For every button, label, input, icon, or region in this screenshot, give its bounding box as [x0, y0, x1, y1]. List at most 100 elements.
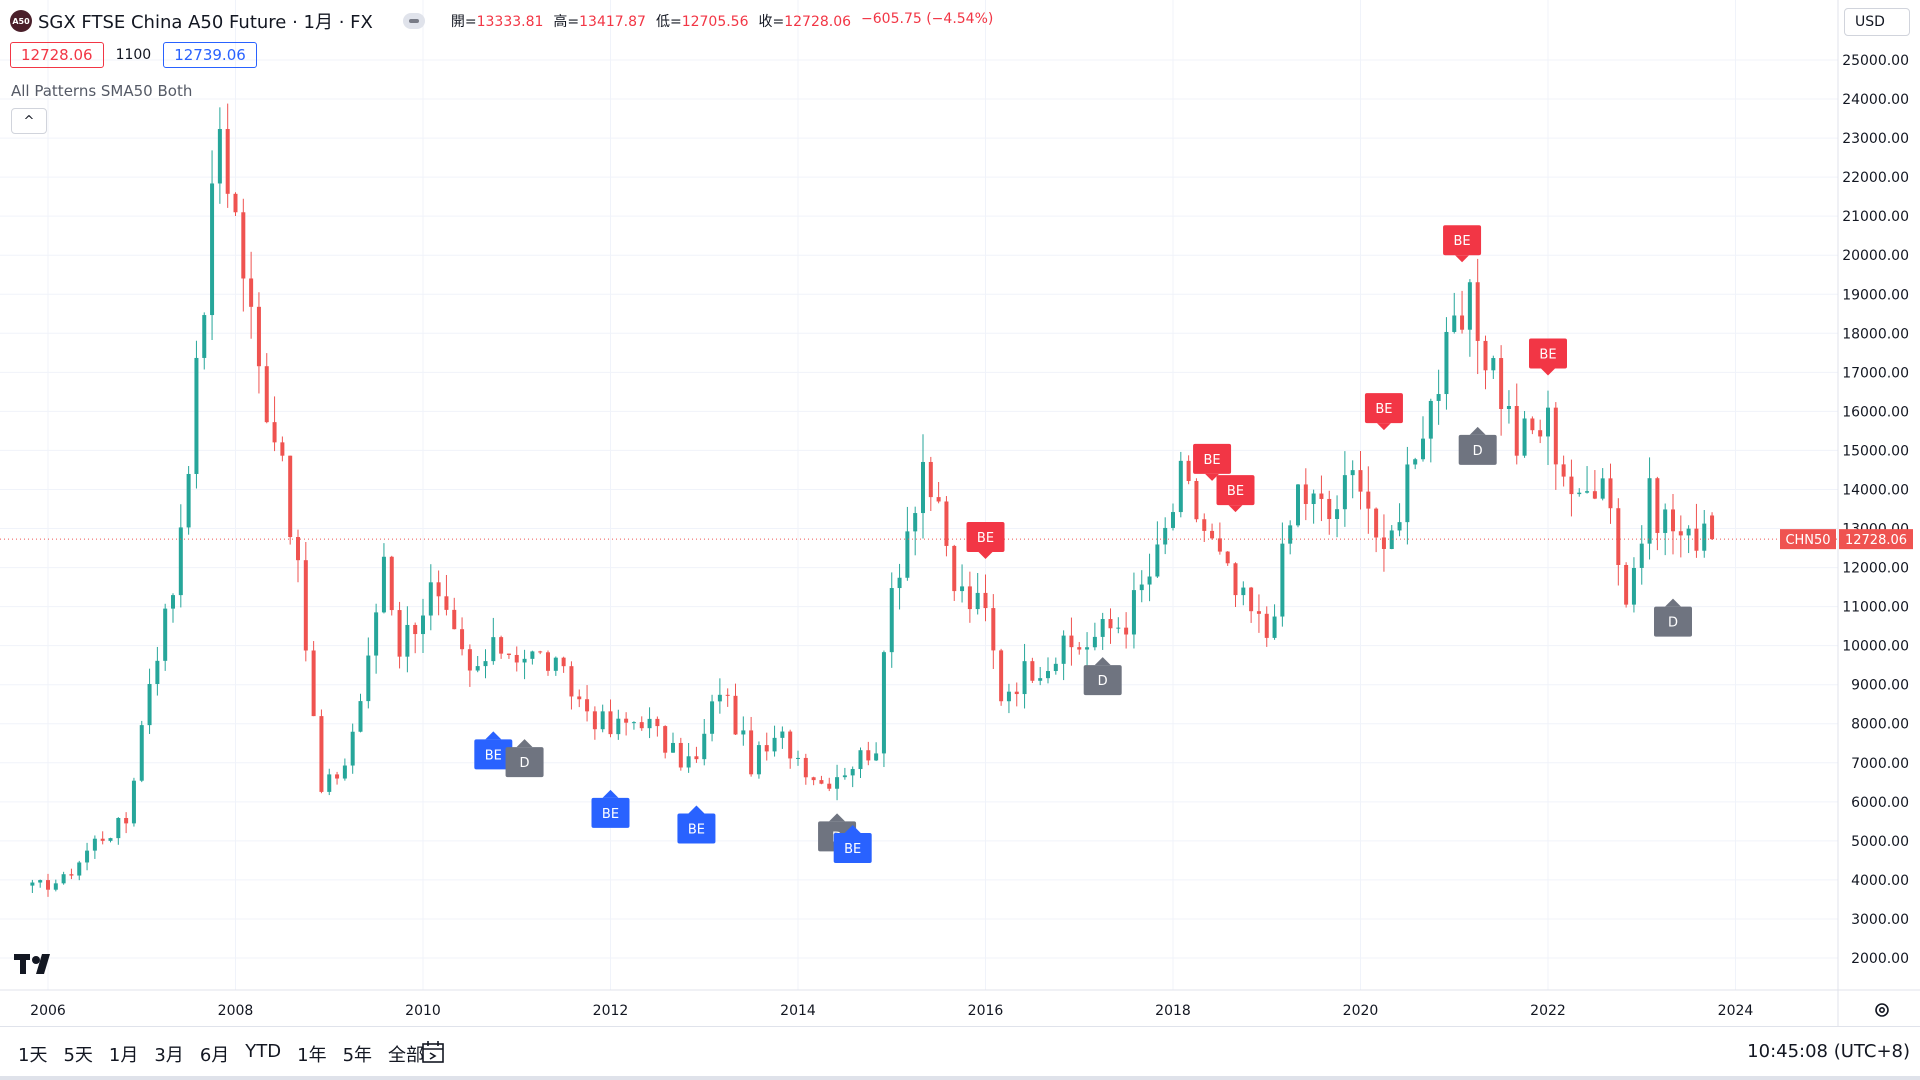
candle-body: [1522, 418, 1527, 456]
pattern-label-pointer: [1228, 505, 1243, 513]
range-all-button[interactable]: 全部: [388, 1045, 425, 1066]
gear-icon[interactable]: [1870, 998, 1894, 1022]
candle-body: [311, 650, 316, 717]
indicator-title[interactable]: All Patterns SMA50 Both: [11, 82, 193, 100]
candle-body: [1335, 509, 1340, 520]
candle-body: [155, 660, 160, 684]
collapse-legend-button[interactable]: ^: [11, 108, 47, 134]
y-tick-label: 21000.00: [1842, 209, 1909, 225]
tradingview-logo-icon[interactable]: [14, 952, 60, 983]
candle-body: [124, 818, 129, 824]
pattern-label-box: [1193, 443, 1232, 474]
x-tick-label: 2020: [1343, 1003, 1379, 1019]
candle-body: [999, 650, 1004, 702]
candle-body: [702, 733, 707, 760]
candle-body: [671, 742, 675, 753]
candle-body: [1460, 315, 1465, 330]
candle-body: [217, 128, 222, 184]
price-chart[interactable]: 2000.00 3000.00 4000.00 5000.00 6000.00 7000.…: [0, 0, 1920, 1026]
candle-body: [655, 718, 660, 727]
candle-body: [53, 883, 58, 890]
candle-body: [1022, 661, 1027, 695]
candle-body: [147, 683, 152, 726]
y-tick-label: 4000.00: [1851, 873, 1909, 889]
candle-body: [639, 722, 644, 729]
pattern-label-text: BE: [1539, 347, 1556, 362]
candle-body: [592, 711, 597, 730]
range-5y-button[interactable]: 5年: [342, 1045, 373, 1066]
candle-body: [194, 357, 199, 474]
range-5d-button[interactable]: 5天: [63, 1045, 93, 1066]
symbol-title[interactable]: SGX FTSE China A50 Future · 1月 · FX: [38, 12, 373, 33]
candle-body: [108, 838, 113, 841]
market-status-icon[interactable]: [402, 13, 425, 29]
candle-body: [499, 637, 504, 654]
candle-body: [928, 461, 933, 498]
candle-body: [116, 818, 121, 839]
candle-body: [381, 556, 386, 613]
pattern-label-text: BE: [602, 807, 619, 822]
candle-body: [61, 874, 66, 884]
candle-body: [530, 651, 535, 659]
candle-body: [1069, 635, 1074, 648]
candle-body: [467, 649, 472, 671]
clock-display[interactable]: 10:45:08 (UTC+8): [1747, 1041, 1910, 1062]
candle-body: [1225, 551, 1230, 564]
last-price-tag-label: 12728.06: [1845, 533, 1907, 548]
candle-body: [733, 695, 738, 735]
candle-body: [686, 756, 691, 768]
candle-body: [616, 718, 621, 735]
candle-body: [624, 718, 629, 723]
x-tick-label: 2022: [1530, 1003, 1566, 1019]
candle-body: [131, 780, 136, 824]
pattern-label-pointer: [688, 805, 705, 814]
candle-body: [1046, 671, 1050, 679]
candle-body: [1061, 635, 1066, 664]
candle-body: [1671, 509, 1675, 532]
candle-body: [913, 513, 918, 532]
candle-body: [1694, 528, 1699, 551]
candle-body: [881, 652, 886, 754]
pattern-label-pointer: [602, 789, 619, 798]
candle-body: [1186, 460, 1191, 481]
buy-price-button[interactable]: 12739.06: [163, 42, 257, 68]
pattern-label-box: [474, 739, 513, 770]
range-1m-button[interactable]: 1月: [108, 1045, 139, 1066]
quote-row: 12728.06 1100 12739.06: [10, 41, 257, 69]
candle-body: [1311, 493, 1316, 505]
candle-body: [1155, 544, 1160, 577]
range-6m-button[interactable]: 6月: [199, 1045, 230, 1066]
candle-body: [428, 582, 433, 616]
y-tick-label: 17000.00: [1842, 365, 1909, 381]
candle-body: [38, 880, 43, 883]
candle-body: [491, 637, 496, 662]
pattern-label-box: [966, 521, 1005, 552]
currency-selector[interactable]: USD: [1844, 8, 1910, 36]
candle-body: [952, 545, 957, 592]
range-ytd-button[interactable]: YTD: [245, 1041, 282, 1062]
candle-body: [811, 777, 816, 781]
range-1y-button[interactable]: 1年: [297, 1045, 327, 1066]
candle-body: [186, 473, 191, 528]
candle-body: [1038, 678, 1043, 681]
pattern-label-box: [1654, 606, 1692, 637]
range-1d-button[interactable]: 1天: [18, 1045, 48, 1066]
y-tick-label: 5000.00: [1851, 834, 1909, 850]
candle-body: [905, 531, 910, 578]
candle-body: [178, 527, 183, 596]
candle-body: [1280, 543, 1285, 617]
pattern-label-box: [833, 833, 872, 864]
candle-body: [413, 624, 418, 635]
candle-body: [1374, 508, 1379, 538]
range-3m-button[interactable]: 3月: [154, 1045, 184, 1066]
close-key: 收=: [758, 14, 785, 30]
calendar-icon[interactable]: [420, 1039, 446, 1065]
change-value: −605.75 (−4.54%): [861, 11, 994, 27]
candle-body: [866, 750, 871, 761]
candle-body: [389, 556, 394, 611]
candle-body: [1272, 616, 1277, 638]
candle-body: [1624, 564, 1629, 605]
sell-price-button[interactable]: 12728.06: [10, 42, 104, 68]
candle-body: [358, 701, 363, 732]
candle-body: [983, 592, 988, 609]
